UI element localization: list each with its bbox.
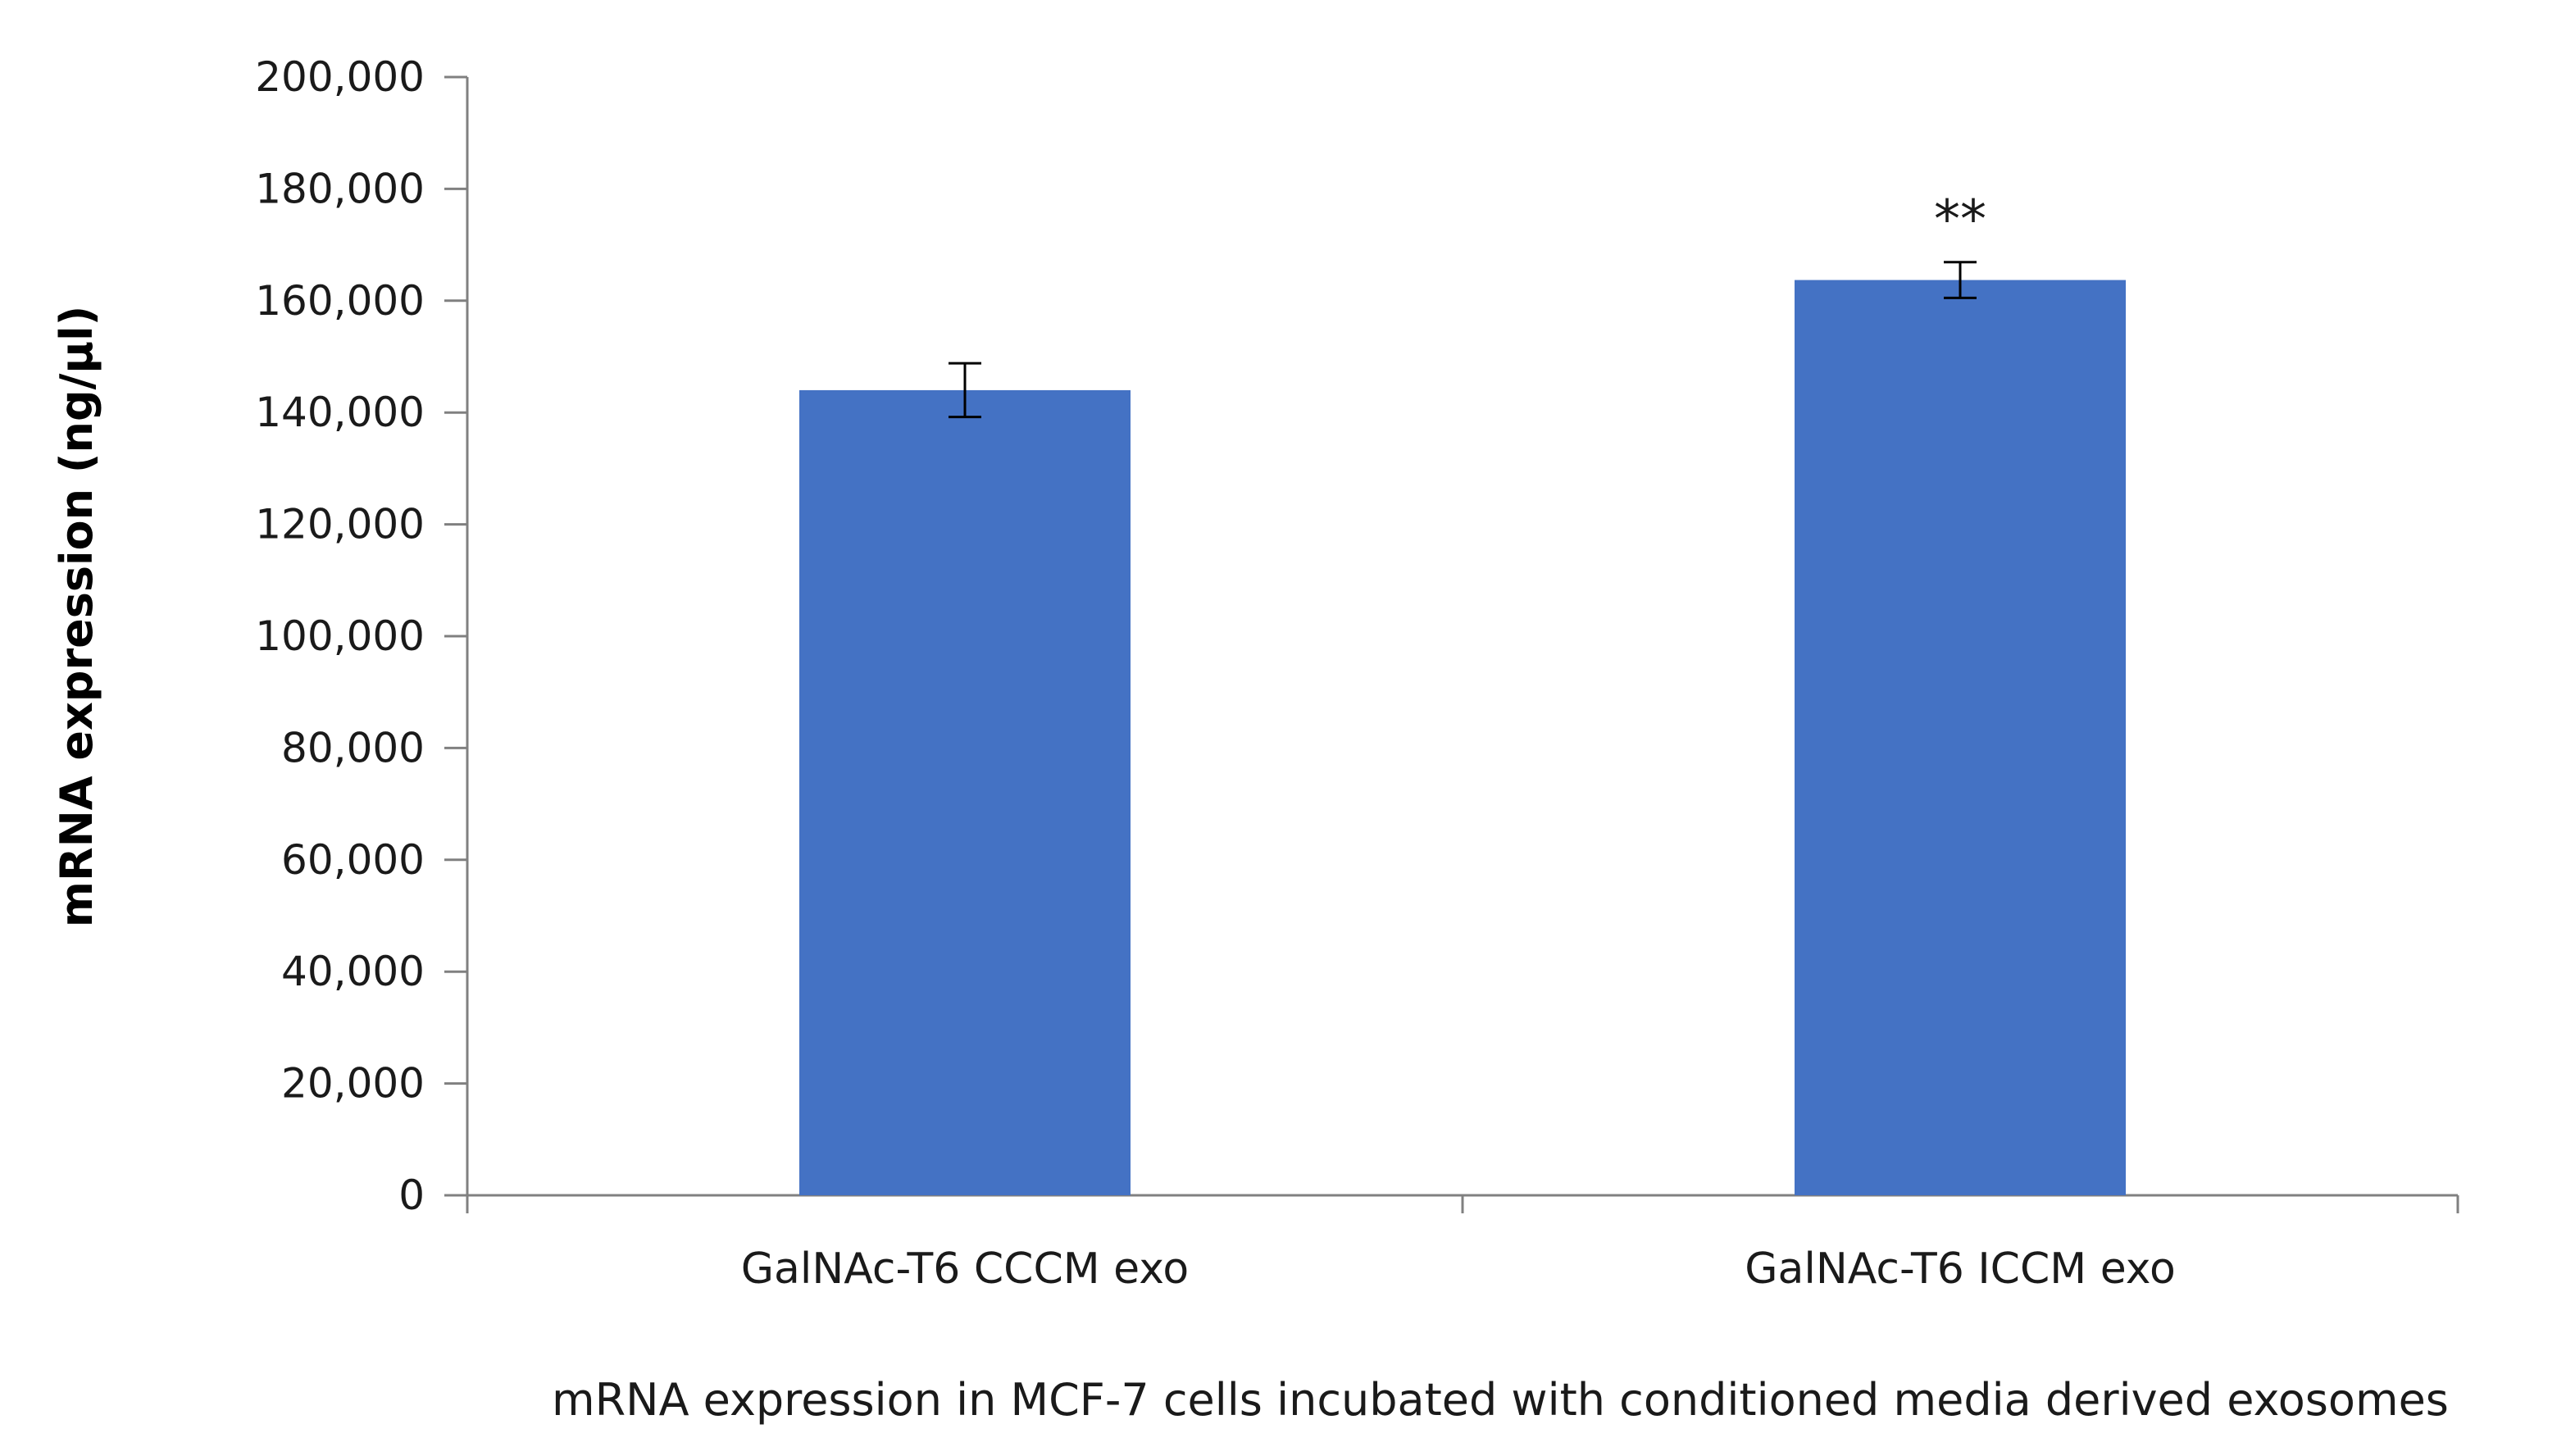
bar — [1795, 280, 2126, 1195]
x-axis: GalNAc-T6 CCCM exo GalNAc-T6 ICCM exo — [466, 1194, 2459, 1294]
y-axis-label: mRNA expression (ng/µl) — [51, 306, 102, 928]
y-tick-label: 160,000 — [255, 277, 425, 325]
y-tick-label: 100,000 — [255, 612, 425, 660]
significance-annotation: ** — [1934, 190, 1986, 251]
bar — [799, 389, 1131, 1195]
y-tick-label: 200,000 — [255, 53, 425, 101]
x-category-label: GalNAc-T6 CCCM exo — [741, 1244, 1190, 1294]
y-tick-label: 180,000 — [255, 165, 425, 212]
y-tick-label: 80,000 — [281, 724, 425, 771]
x-category-label: GalNAc-T6 ICCM exo — [1745, 1244, 2176, 1294]
y-tick-label: 40,000 — [281, 948, 425, 995]
y-tick-label: 60,000 — [281, 836, 425, 884]
y-axis: 0 20,000 40,000 60,000 80,000 100,000 120,000 1… — [255, 53, 469, 1219]
y-tick-label: 20,000 — [281, 1060, 425, 1108]
y-tick-label: 0 — [398, 1172, 425, 1219]
y-tick-label: 140,000 — [255, 389, 425, 436]
bars: ** — [799, 190, 2126, 1195]
x-axis-label: mRNA expression in MCF-7 cells incubated… — [552, 1374, 2449, 1426]
y-tick-label: 120,000 — [255, 501, 425, 548]
